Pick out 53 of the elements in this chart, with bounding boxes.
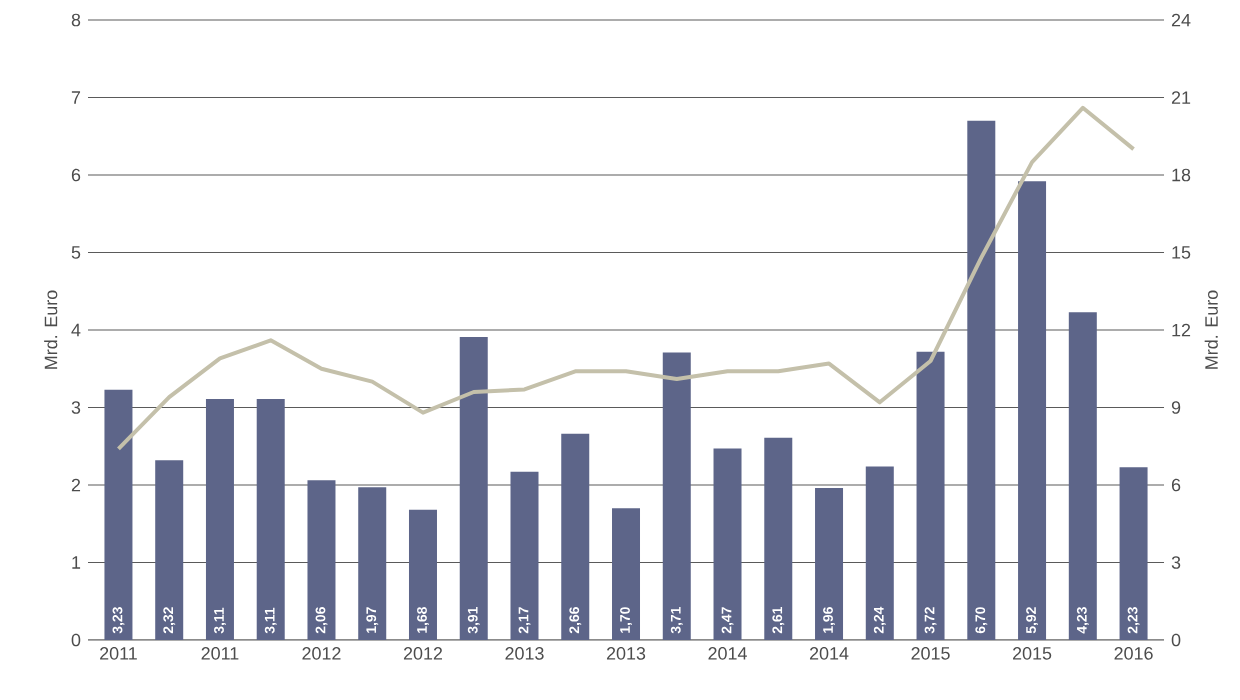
- x-tick-label: 2016: [1114, 647, 1153, 660]
- bar: [1018, 181, 1047, 640]
- y2-axis-title: Mrd. Euro: [1204, 290, 1218, 369]
- y-tick-label: 5: [71, 246, 81, 259]
- x-tick-label: 2011: [100, 647, 137, 660]
- bar: [358, 487, 387, 640]
- y2-tick-label: 21: [1171, 91, 1191, 104]
- bar: [713, 448, 742, 640]
- y-tick-label: 2: [71, 478, 81, 492]
- bar: [865, 466, 894, 640]
- y2-tick-label: 15: [1172, 246, 1191, 259]
- x-tick-label: 2013: [606, 647, 646, 660]
- y-tick-label: 1: [72, 556, 81, 569]
- x-tick-label: 2011: [201, 647, 239, 660]
- x-tick-label: 2013: [505, 647, 544, 660]
- bar: [967, 120, 996, 640]
- y-tick-label: 0: [71, 633, 81, 647]
- y-tick-label: 3: [71, 401, 81, 414]
- y2-tick-label: 9: [1171, 401, 1181, 414]
- x-tick-label: 2015: [911, 647, 950, 660]
- x-tick-label: 2014: [809, 647, 849, 660]
- bar: [104, 389, 133, 640]
- bar: [916, 351, 945, 640]
- y2-tick-label: 12: [1172, 323, 1191, 337]
- y-tick-label: 6: [71, 168, 81, 182]
- y2-tick-label: 24: [1171, 13, 1191, 27]
- y-tick-label: 8: [71, 13, 81, 27]
- y-axis-title: Mrd. Euro: [44, 290, 58, 369]
- x-tick-label: 2012: [302, 647, 341, 660]
- bar: [815, 488, 844, 640]
- bar: [662, 352, 691, 640]
- x-tick-label: 2012: [403, 647, 443, 660]
- x-tick-label: 2014: [708, 647, 747, 660]
- bar: [612, 508, 641, 640]
- y2-tick-label: 18: [1172, 168, 1191, 182]
- y2-tick-label: 6: [1171, 478, 1181, 492]
- bar: [764, 437, 793, 640]
- bar: [205, 398, 234, 640]
- y-tick-label: 7: [71, 91, 81, 104]
- bar: [256, 398, 285, 640]
- y2-tick-label: 3: [1171, 556, 1181, 569]
- x-tick-label: 2015: [1013, 647, 1052, 660]
- y2-tick-label: 0: [1171, 633, 1181, 647]
- bar: [1119, 467, 1148, 640]
- bar: [459, 336, 488, 640]
- bar: [510, 471, 539, 640]
- bar: [1068, 312, 1097, 640]
- bar: [408, 509, 437, 640]
- bar: [561, 433, 590, 640]
- bar: [307, 480, 336, 640]
- line-series: [116, 105, 1136, 451]
- bar: [155, 460, 184, 640]
- y-tick-label: 4: [71, 323, 81, 337]
